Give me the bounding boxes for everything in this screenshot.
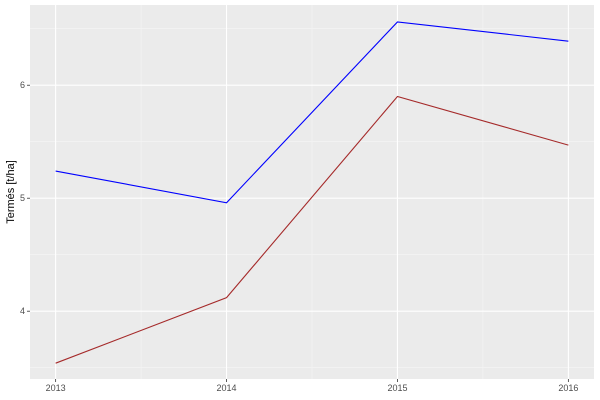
series-lines — [55, 21, 569, 364]
grid — [30, 5, 594, 379]
x-tick-label: 2015 — [387, 383, 407, 393]
series-line-1 — [55, 21, 569, 204]
y-tick-label: 6 — [20, 80, 25, 90]
series-line-2 — [55, 95, 569, 364]
x-tick-label: 2016 — [558, 383, 578, 393]
x-tick-label: 2014 — [217, 383, 237, 393]
y-tick-label: 4 — [20, 306, 25, 316]
y-axis-label: Termés [t/ha] — [5, 160, 17, 224]
axes: 2013 2014 2015 2016 4 5 6 — [20, 80, 578, 393]
x-tick-label: 2013 — [46, 383, 66, 393]
y-tick-label: 5 — [20, 193, 25, 203]
